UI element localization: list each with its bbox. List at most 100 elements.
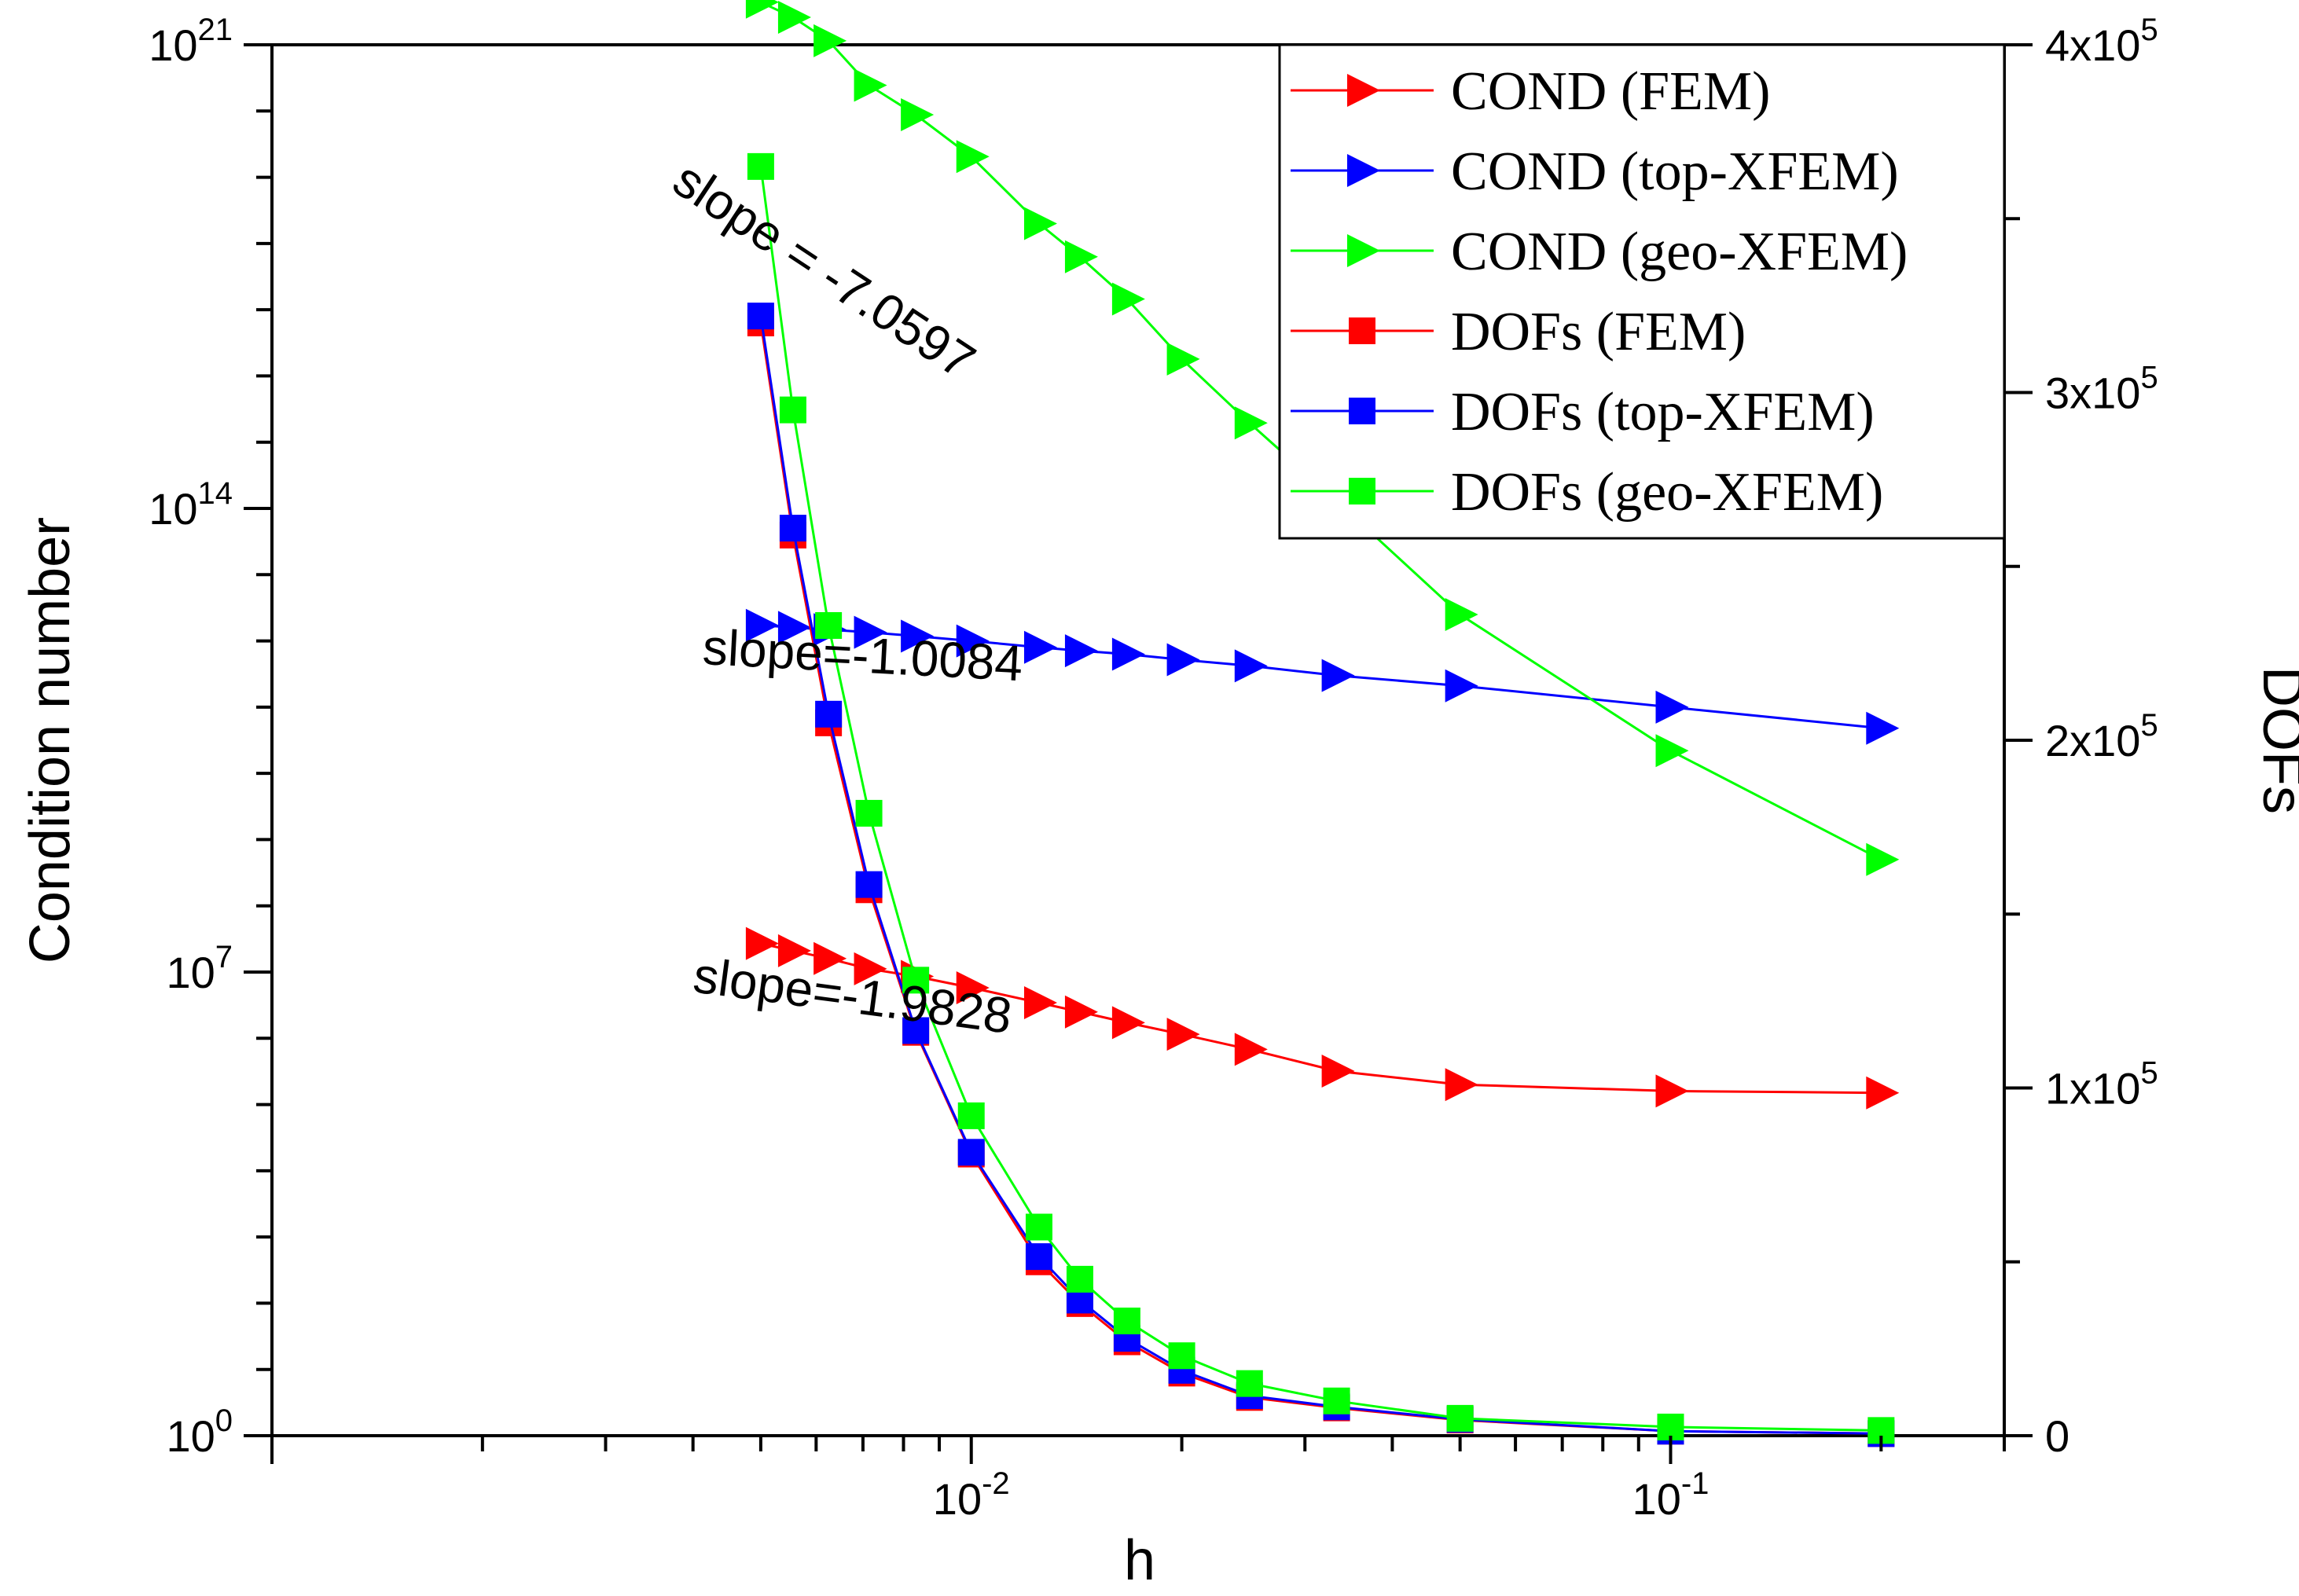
- annotation-slope-geo: slope = -7.0597: [663, 151, 985, 391]
- legend-item-2: COND (geo-XFEM): [1291, 222, 1908, 282]
- data-point: [815, 611, 843, 639]
- data-point: [777, 611, 811, 644]
- data-point: [1111, 1006, 1145, 1040]
- data-point: [1111, 637, 1145, 671]
- legend-label: DOFs (top-XFEM): [1451, 382, 1875, 442]
- data-point: [956, 140, 990, 174]
- axes-layer: 10-2 10-1 h 100 107 1014 1021 Condition number 0…: [19, 13, 2299, 1592]
- data-point: [1064, 240, 1098, 273]
- data-point: [745, 926, 779, 960]
- data-point: [1866, 1076, 1900, 1110]
- annotation-slope-top: slope=-1.0084: [701, 618, 1024, 692]
- data-point: [1655, 690, 1689, 724]
- data-point: [1166, 643, 1200, 677]
- legend-box: [1278, 43, 2006, 540]
- data-point: [1113, 1307, 1140, 1334]
- data-point: [902, 967, 930, 994]
- y-left-tick-label: 107: [166, 940, 233, 997]
- x-axis-title: h: [1124, 1529, 1155, 1592]
- data-point: [901, 97, 935, 131]
- data-point: [956, 624, 990, 658]
- data-point: [854, 68, 887, 102]
- y-left-axis-title: Condition number: [19, 517, 82, 963]
- y-left-tick-label: 100: [166, 1403, 233, 1461]
- data-point: [1168, 1342, 1195, 1370]
- data-point: [1023, 985, 1057, 1019]
- series-5: [747, 152, 1895, 1444]
- data-point: [1655, 1074, 1689, 1108]
- data-point: [1234, 406, 1268, 440]
- y-right-axis-title: DOFs: [2251, 666, 2299, 814]
- y-right-tick-label: 3x105: [2045, 361, 2158, 418]
- data-point: [957, 1139, 985, 1166]
- data-point: [854, 952, 887, 985]
- data-point: [901, 619, 935, 653]
- data-point: [1064, 995, 1098, 1029]
- data-point: [1445, 1068, 1478, 1102]
- y-right-tick-label: 2x105: [2045, 708, 2158, 765]
- data-point: [1023, 207, 1057, 240]
- data-point: [1321, 1054, 1355, 1088]
- legend-item-0: COND (FEM): [1291, 61, 1770, 122]
- data-point: [1234, 1033, 1268, 1066]
- legend-swatch-marker: [1349, 398, 1375, 424]
- legend-swatch-marker: [1347, 74, 1380, 107]
- legend-label: DOFs (geo-XFEM): [1451, 462, 1883, 523]
- y-right-tick-label: 1x105: [2045, 1056, 2158, 1114]
- legend-item-5: DOFs (geo-XFEM): [1291, 462, 1883, 523]
- series-layer: [745, 0, 1900, 1447]
- legend-item-1: COND (top-XFEM): [1291, 141, 1899, 202]
- y-left-tick-label: 1014: [149, 476, 233, 534]
- data-point: [902, 1017, 930, 1044]
- annotation-layer: slope = -7.0597 slope=-1.0084 slope=-1.9…: [663, 151, 1024, 1044]
- data-point: [1064, 634, 1098, 668]
- legend-swatch-marker: [1347, 234, 1380, 267]
- data-point: [1866, 711, 1900, 745]
- data-point: [1236, 1370, 1263, 1397]
- annotation-slope-fem: slope=-1.9828: [690, 946, 1015, 1044]
- data-point: [854, 615, 887, 649]
- data-point: [745, 0, 779, 19]
- data-point: [777, 1, 811, 35]
- legend-label: COND (FEM): [1451, 61, 1770, 122]
- data-point: [747, 303, 774, 330]
- y-right-tick-label: 4x105: [2045, 13, 2158, 70]
- legend-swatch-marker: [1349, 478, 1375, 504]
- data-point: [956, 970, 990, 1004]
- data-point: [1323, 1387, 1350, 1414]
- legend-item-3: DOFs (FEM): [1291, 302, 1746, 362]
- y-right-tick-label: 0: [2045, 1411, 2069, 1461]
- legend-label: COND (top-XFEM): [1451, 141, 1899, 202]
- legend-label: DOFs (FEM): [1451, 302, 1746, 362]
- data-point: [777, 934, 811, 967]
- data-point: [747, 152, 774, 180]
- data-point: [1066, 1265, 1093, 1293]
- data-point: [1111, 282, 1145, 316]
- data-point: [1321, 659, 1355, 692]
- data-point: [855, 871, 883, 898]
- legend-swatch-marker: [1347, 154, 1380, 187]
- data-point: [957, 1102, 985, 1129]
- x-tick-label: 10-2: [933, 1466, 1010, 1524]
- legend-label: COND (geo-XFEM): [1451, 222, 1908, 282]
- data-point: [1025, 1213, 1052, 1241]
- legend: COND (FEM) COND (top-XFEM) COND (geo-XFEM)…: [1278, 43, 2006, 540]
- data-point: [1023, 630, 1057, 664]
- data-point: [813, 24, 847, 57]
- data-point: [1445, 669, 1478, 703]
- data-point: [815, 700, 843, 728]
- data-point: [779, 515, 806, 542]
- x-tick-label: 10-1: [1632, 1466, 1710, 1524]
- y-left-tick-label: 1021: [149, 13, 233, 70]
- data-point: [855, 799, 883, 827]
- data-point: [1446, 1404, 1474, 1432]
- data-point: [779, 396, 806, 424]
- data-point: [1166, 1018, 1200, 1051]
- legend-item-4: DOFs (top-XFEM): [1291, 382, 1875, 442]
- data-point: [1445, 598, 1478, 632]
- data-point: [1025, 1243, 1052, 1271]
- data-point: [1166, 342, 1200, 376]
- data-point: [1655, 734, 1689, 768]
- data-point: [745, 608, 779, 642]
